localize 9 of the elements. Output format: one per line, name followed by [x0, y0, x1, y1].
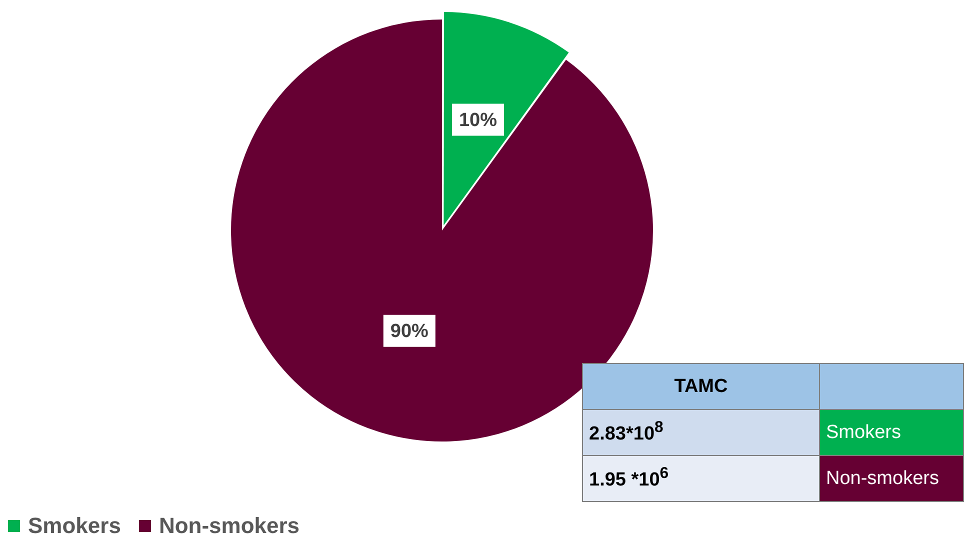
data-label: 10%: [458, 110, 498, 131]
data-label: 90%: [390, 321, 429, 342]
category-label: Smokers: [826, 422, 901, 442]
text: 1.95 *10$^{6}$: [582, 456, 820, 502]
category-label: Non-smokers: [826, 468, 939, 488]
legend-label: Smokers: [28, 513, 121, 539]
text: TAMC: [582, 364, 820, 410]
text: 2.83*10$^{8}$: [582, 410, 820, 456]
legend-label: Non-smokers: [158, 513, 300, 539]
